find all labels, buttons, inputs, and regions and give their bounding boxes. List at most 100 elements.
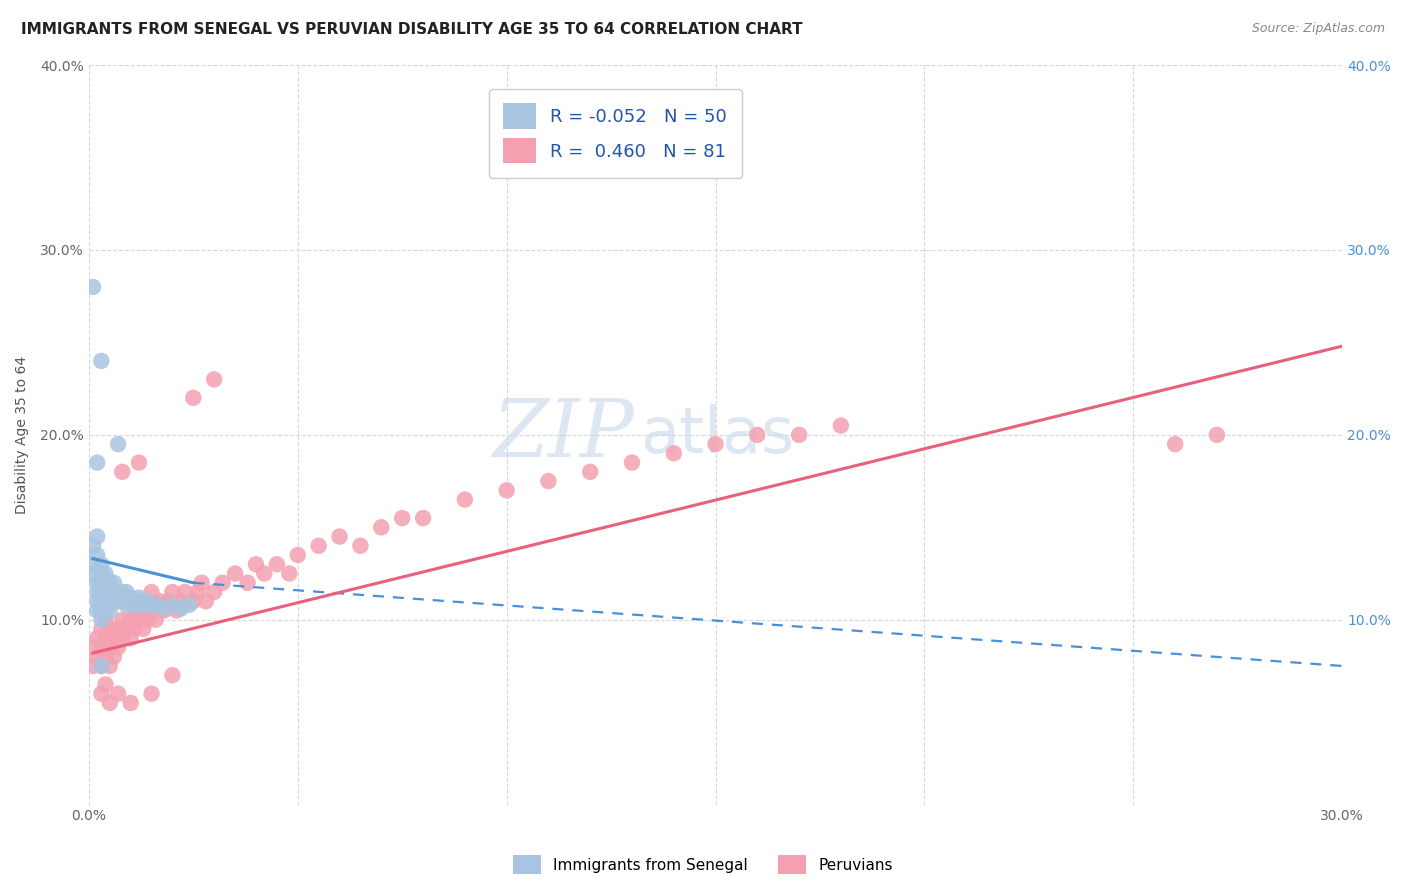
Point [111, 613, 134, 627]
Point [90, 640, 112, 655]
Point [162, 585, 184, 599]
Point [124, 603, 146, 617]
Point [412, 511, 434, 525]
Point [132, 622, 155, 636]
Point [86, 603, 108, 617]
Point [391, 511, 413, 525]
Point [202, 372, 225, 386]
Point [98, 696, 121, 710]
Legend: R = -0.052   N = 50, R =  0.460   N = 81: R = -0.052 N = 50, R = 0.460 N = 81 [489, 89, 741, 178]
Point [103, 649, 125, 664]
Point [82, 659, 104, 673]
Point [194, 594, 217, 608]
Point [103, 575, 125, 590]
Point [94, 613, 117, 627]
Point [328, 530, 350, 544]
Point [236, 575, 259, 590]
Text: atlas: atlas [640, 404, 794, 466]
Point [90, 594, 112, 608]
Point [82, 566, 104, 581]
Point [94, 575, 117, 590]
Point [124, 622, 146, 636]
Point [98, 659, 121, 673]
Point [145, 598, 167, 612]
Point [128, 591, 150, 605]
Point [107, 594, 129, 608]
Point [1164, 437, 1187, 451]
Point [128, 456, 150, 470]
Point [107, 687, 129, 701]
Legend: Immigrants from Senegal, Peruvians: Immigrants from Senegal, Peruvians [508, 849, 898, 880]
Point [90, 566, 112, 581]
Point [141, 687, 163, 701]
Point [90, 659, 112, 673]
Point [86, 530, 108, 544]
Point [90, 659, 112, 673]
Point [349, 539, 371, 553]
Point [202, 585, 225, 599]
Point [120, 591, 142, 605]
Point [1206, 428, 1229, 442]
Point [166, 603, 188, 617]
Point [86, 548, 108, 562]
Point [82, 539, 104, 553]
Point [86, 456, 108, 470]
Text: ZIP: ZIP [492, 396, 634, 474]
Point [153, 601, 176, 615]
Point [253, 566, 276, 581]
Point [704, 437, 727, 451]
Point [103, 585, 125, 599]
Text: IMMIGRANTS FROM SENEGAL VS PERUVIAN DISABILITY AGE 35 TO 64 CORRELATION CHART: IMMIGRANTS FROM SENEGAL VS PERUVIAN DISA… [21, 22, 803, 37]
Point [162, 598, 184, 612]
Point [170, 601, 193, 615]
Point [308, 539, 330, 553]
Point [115, 585, 138, 599]
Point [103, 632, 125, 646]
Y-axis label: Disability Age 35 to 64: Disability Age 35 to 64 [15, 356, 30, 514]
Point [278, 566, 301, 581]
Point [747, 428, 769, 442]
Point [90, 585, 112, 599]
Point [111, 632, 134, 646]
Point [86, 585, 108, 599]
Text: Source: ZipAtlas.com: Source: ZipAtlas.com [1251, 22, 1385, 36]
Point [98, 640, 121, 655]
Point [266, 558, 288, 572]
Point [115, 598, 138, 612]
Point [86, 632, 108, 646]
Point [132, 603, 155, 617]
Point [98, 594, 121, 608]
Point [90, 575, 112, 590]
Point [370, 520, 392, 534]
Point [787, 428, 810, 442]
Point [107, 622, 129, 636]
Point [136, 594, 159, 608]
Point [128, 613, 150, 627]
Point [82, 558, 104, 572]
Point [153, 603, 176, 617]
Point [128, 594, 150, 608]
Point [90, 603, 112, 617]
Point [120, 696, 142, 710]
Point [90, 354, 112, 368]
Point [454, 492, 477, 507]
Point [141, 598, 163, 612]
Point [103, 594, 125, 608]
Point [186, 585, 208, 599]
Point [107, 640, 129, 655]
Point [245, 558, 267, 572]
Point [145, 613, 167, 627]
Point [224, 566, 246, 581]
Point [120, 632, 142, 646]
Point [136, 613, 159, 627]
Point [111, 585, 134, 599]
Point [111, 465, 134, 479]
Point [90, 622, 112, 636]
Point [94, 603, 117, 617]
Point [141, 603, 163, 617]
Point [115, 622, 138, 636]
Point [181, 391, 204, 405]
Point [94, 594, 117, 608]
Point [107, 437, 129, 451]
Point [174, 585, 197, 599]
